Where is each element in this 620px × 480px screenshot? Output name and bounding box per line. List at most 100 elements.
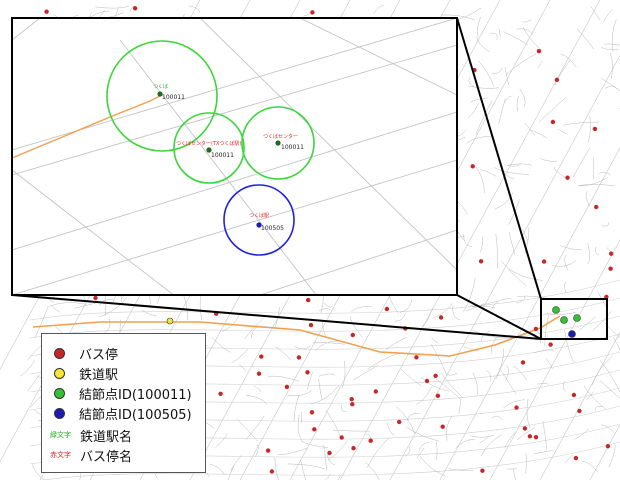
road-segment xyxy=(245,415,265,440)
node-name-label: つくばセンター xyxy=(263,133,298,140)
road-segment xyxy=(601,46,619,50)
road-segment xyxy=(406,413,420,422)
road-segment xyxy=(274,457,279,480)
road-segment xyxy=(507,467,517,470)
road-segment xyxy=(516,296,525,304)
road-segment xyxy=(544,314,549,347)
node-id-label: 100011 xyxy=(281,144,304,151)
road-segment xyxy=(490,32,498,40)
bus-stop-marker xyxy=(541,259,547,264)
bus-stop-marker xyxy=(312,427,317,432)
road-segment xyxy=(553,166,566,178)
road-segment xyxy=(469,85,499,89)
road-segment xyxy=(479,436,489,444)
legend-item-node-100011: 結節点ID(100011) xyxy=(42,383,192,403)
bus-stop-marker xyxy=(218,391,223,396)
road-segment xyxy=(468,77,475,88)
road-segment xyxy=(592,355,613,385)
road-segment xyxy=(540,158,557,162)
bus-stop-marker xyxy=(522,426,528,431)
road-segment xyxy=(480,434,502,457)
road-segment xyxy=(440,372,464,399)
road-segment xyxy=(525,453,527,474)
road-segment xyxy=(385,336,408,350)
road-segment xyxy=(332,430,370,432)
road-segment xyxy=(315,340,338,351)
road-segment xyxy=(51,305,61,313)
road-segment xyxy=(564,329,574,363)
road-segment xyxy=(601,78,620,91)
road-segment xyxy=(508,199,520,225)
bus-stop-marker xyxy=(259,354,264,359)
road-segment xyxy=(231,349,249,364)
road-segment xyxy=(301,411,303,424)
road-segment xyxy=(267,375,300,382)
road-segment xyxy=(603,9,614,22)
bus-stop-marker xyxy=(368,438,373,443)
road-segment xyxy=(211,337,231,353)
bus-stop-marker xyxy=(554,77,560,83)
road-segment xyxy=(238,363,247,371)
legend-item-node-100505: 結節点ID(100505) xyxy=(42,403,192,423)
road-segment xyxy=(419,456,446,477)
bus-stop-marker xyxy=(350,402,355,407)
zoom-connector-line xyxy=(11,294,542,340)
road-segment xyxy=(534,450,554,455)
road-segment xyxy=(300,459,306,480)
legend-item-bus-stop-name: 赤文字 バス停名 xyxy=(42,445,132,465)
node-buffer-circle xyxy=(241,106,315,180)
road-segment xyxy=(507,268,543,281)
road-segment xyxy=(95,6,129,9)
road-segment xyxy=(255,445,259,457)
road-segment xyxy=(463,346,480,352)
road-segment xyxy=(104,318,111,334)
legend-label: バス停 xyxy=(79,347,119,363)
road-segment xyxy=(564,281,567,293)
road-segment xyxy=(592,311,612,331)
road-segment xyxy=(491,68,503,74)
inset-rail-line xyxy=(12,95,161,159)
road-segment xyxy=(524,122,535,136)
bus-stop-marker xyxy=(265,448,271,453)
road-segment xyxy=(504,432,516,448)
road-segment xyxy=(277,447,308,455)
road-segment xyxy=(251,325,258,339)
road-segment xyxy=(466,135,494,144)
road-segment xyxy=(307,372,313,390)
node-name-label: つくば駅 xyxy=(249,212,269,219)
road-segment xyxy=(416,386,432,405)
bus-stop-marker xyxy=(305,370,310,375)
node-100011-legend-icon xyxy=(54,387,65,399)
bus-stop-marker xyxy=(480,468,485,473)
road-segment xyxy=(287,390,313,397)
node-name-label: つくば xyxy=(153,83,168,90)
inset-road-segment xyxy=(119,39,317,295)
inset-map: つくば 100011 つくばセンター(TXつくば駅) 100011 つくばセンタ… xyxy=(11,17,458,296)
node-buffer-circle xyxy=(106,40,218,152)
node-buffer-circle xyxy=(173,112,245,184)
bus-stop-marker xyxy=(435,393,441,398)
road-segment xyxy=(467,103,479,119)
road-segment xyxy=(587,116,591,143)
road-segment xyxy=(31,464,45,480)
inset-road-segment xyxy=(299,18,457,96)
road-segment xyxy=(599,380,620,399)
road-segment xyxy=(516,28,534,35)
road-segment xyxy=(49,302,87,307)
node-100505-marker xyxy=(568,330,576,338)
road-segment xyxy=(34,306,49,339)
legend-item-railway-station: 鉄道駅 xyxy=(42,363,118,383)
railway-station-legend-icon xyxy=(54,367,65,379)
bus-stop-marker xyxy=(605,444,611,449)
bus-stop-marker xyxy=(533,326,539,332)
road-segment xyxy=(325,473,331,480)
road-segment xyxy=(594,405,603,411)
road-segment xyxy=(491,416,503,420)
bus-stop-marker xyxy=(527,434,533,439)
road-segment xyxy=(493,167,530,175)
road-segment xyxy=(504,66,509,86)
road-segment xyxy=(516,95,520,112)
bus-stop-marker xyxy=(397,419,402,425)
